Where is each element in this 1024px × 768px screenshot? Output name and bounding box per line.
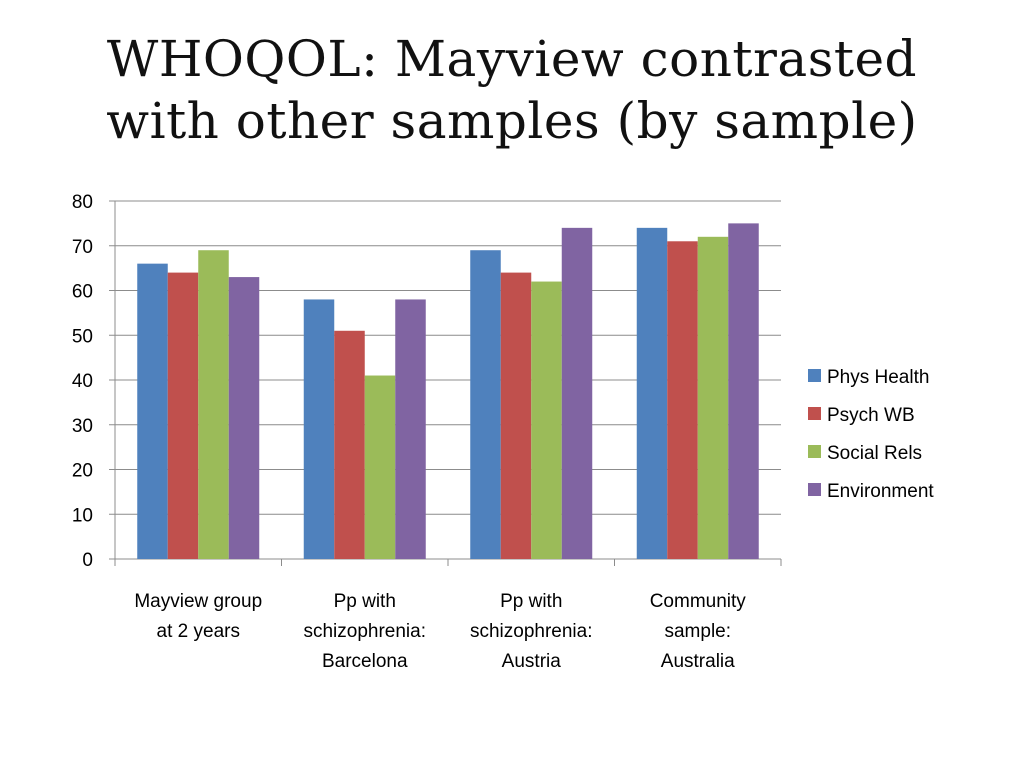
bar-phys-health	[470, 250, 501, 559]
bar-psych-wb	[334, 330, 365, 559]
y-tick-label: 60	[72, 282, 93, 303]
bar-psych-wb	[667, 241, 698, 559]
bar-psych-wb	[167, 272, 199, 559]
legend-label: Psych WB	[827, 405, 915, 426]
x-category-label: Pp with schizophrenia: Austria	[470, 591, 593, 672]
legend-label: Social Rels	[827, 443, 922, 464]
x-category-label: Pp with schizophrenia: Barcelona	[303, 591, 426, 672]
bar-environment	[228, 277, 260, 559]
y-tick-label: 50	[72, 326, 93, 347]
legend-label: Environment	[827, 481, 934, 502]
bar-social-rels	[531, 281, 562, 559]
y-tick-label: 0	[82, 550, 93, 571]
slide-title: WHOQOL: Mayview contrasted with other sa…	[0, 28, 1024, 152]
legend-swatch	[808, 483, 821, 496]
bar-phys-health	[303, 299, 335, 559]
x-category-label: Mayview group at 2 years	[134, 591, 262, 642]
bar-social-rels	[364, 375, 396, 559]
y-tick-label: 40	[72, 371, 93, 392]
legend-swatch	[808, 407, 821, 420]
bar-phys-health	[636, 227, 668, 559]
y-tick-label: 10	[72, 505, 93, 526]
legend-label: Phys Health	[827, 367, 929, 388]
y-tick-label: 80	[72, 192, 93, 213]
bar-social-rels	[697, 236, 729, 560]
y-tick-label: 70	[72, 237, 93, 258]
y-tick-label: 30	[72, 416, 93, 437]
bar-phys-health	[137, 263, 168, 559]
bar-environment	[728, 223, 759, 559]
bar-social-rels	[198, 250, 229, 559]
bar-environment	[561, 227, 593, 559]
legend-swatch	[808, 445, 821, 458]
bar-psych-wb	[500, 272, 532, 559]
x-category-label: Community sample: Australia	[650, 591, 747, 672]
title-line-2: with other samples (by sample)	[106, 92, 918, 150]
bar-environment	[395, 299, 426, 559]
legend-swatch	[808, 369, 821, 382]
title-line-1: WHOQOL: Mayview contrasted	[106, 30, 918, 88]
y-tick-label: 20	[72, 461, 93, 482]
